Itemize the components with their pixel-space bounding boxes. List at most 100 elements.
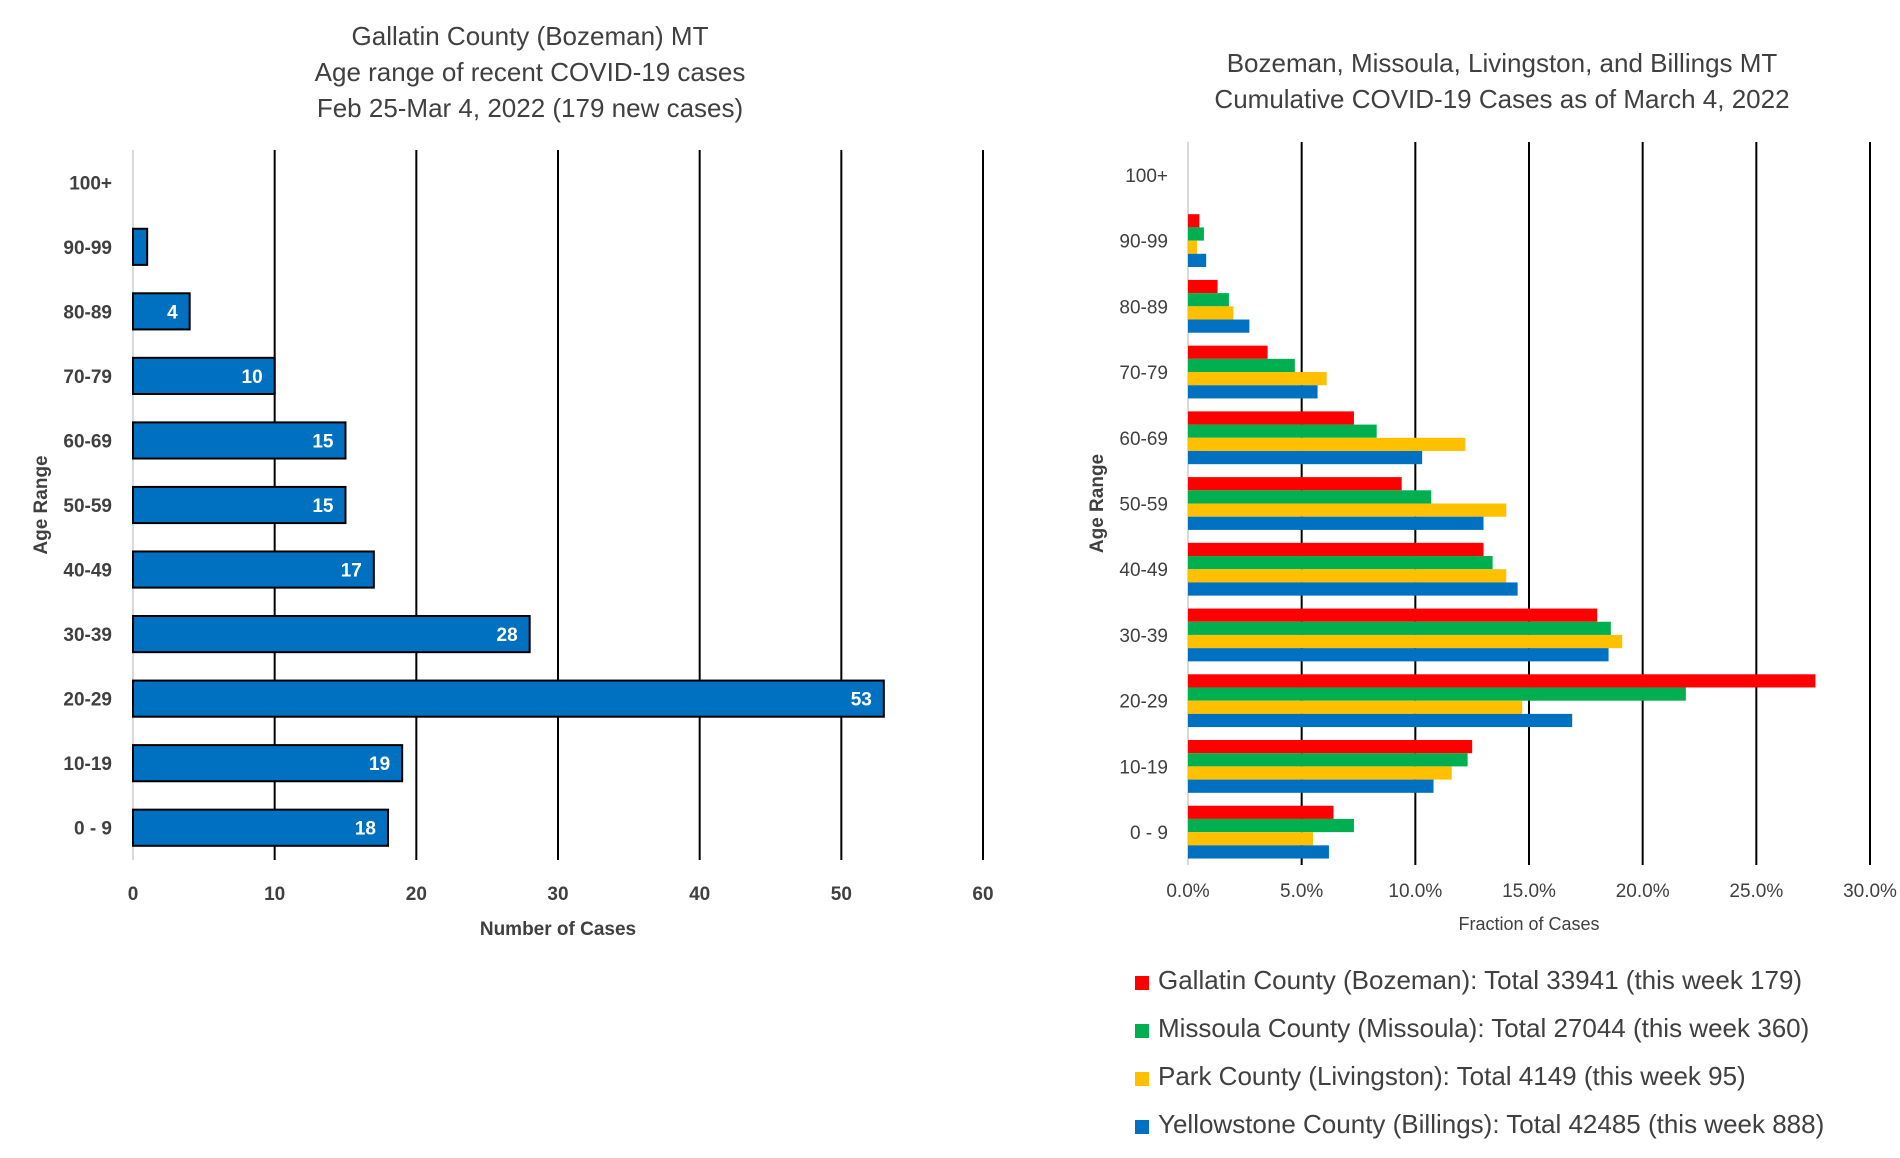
left-y-tick-label: 10-19 [63,754,112,775]
left-chart-title-line: Age range of recent COVID-19 cases [315,57,746,87]
right-y-tick-label: 100+ [1125,166,1168,187]
left-bar-data-label: 10 [242,367,263,388]
right-bar-missoula [1188,687,1686,701]
right-x-tick-label: 20.0% [1616,881,1670,902]
right-bar-park [1188,569,1507,583]
left-x-tick-label: 50 [831,884,852,905]
right-y-tick-label: 0 - 9 [1130,823,1168,844]
right-bar-missoula [1188,753,1468,767]
right-bar-yellowstone [1188,713,1573,728]
right-bar-gallatin [1188,674,1816,688]
right-bar-gallatin [1188,279,1218,294]
right-bar-gallatin [1188,608,1598,622]
left-y-tick-label: 0 - 9 [74,819,112,840]
left-x-tick-label: 30 [547,884,568,905]
right-bar-missoula [1188,424,1377,438]
legend-entry-label: Missoula County (Missoula): Total 27044 … [1158,1013,1809,1043]
right-bar-park [1188,634,1623,649]
left-bar [132,615,531,654]
legend-swatch [1135,1120,1149,1134]
left-bar [132,227,149,266]
legend-swatch [1135,1024,1149,1038]
left-y-tick-label: 50-59 [63,496,112,517]
right-y-tick-label: 10-19 [1119,757,1168,778]
right-bar-gallatin [1188,214,1200,228]
left-bar-data-label: 17 [341,561,362,582]
left-bar-data-label: 53 [851,690,872,711]
left-y-tick-label: 30-39 [63,625,112,646]
right-chart-legend: Gallatin County (Bozeman): Total 33941 (… [1135,965,1824,1139]
right-chart-title-line: Bozeman, Missoula, Livingston, and Billi… [1227,48,1778,78]
left-y-tick-label: 20-29 [63,690,112,711]
left-chart-title-line: Feb 25-Mar 4, 2022 (179 new cases) [317,93,743,123]
left-chart: Gallatin County (Bozeman) MT Age range of… [31,21,994,940]
legend-entry-label: Yellowstone County (Billings): Total 424… [1158,1109,1824,1139]
right-bar-yellowstone [1188,516,1484,530]
left-bar [132,744,404,783]
right-chart-title-line: Cumulative COVID-19 Cases as of March 4,… [1214,84,1789,114]
right-bar-missoula [1188,293,1229,307]
right-bar-yellowstone [1188,779,1434,793]
right-x-tick-label: 5.0% [1280,881,1323,902]
right-x-tick-label: 30.0% [1843,881,1897,902]
right-bar-gallatin [1188,477,1402,491]
right-bar-park [1188,240,1198,254]
right-bar-gallatin [1188,542,1484,557]
left-bar-data-label: 18 [355,819,376,840]
right-bar-park [1188,700,1523,714]
left-bar [132,421,347,460]
right-bar-park [1188,503,1507,517]
right-x-axis-title: Fraction of Cases [1458,914,1599,934]
left-x-axis-title: Number of Cases [480,919,636,940]
right-bar-park [1188,306,1234,320]
left-bar [132,356,276,395]
right-bar-missoula [1188,818,1354,833]
left-bar [132,485,347,525]
left-chart-title-line: Gallatin County (Bozeman) MT [352,21,709,51]
left-y-tick-label: 80-89 [63,302,112,323]
right-bar-missoula [1188,358,1295,373]
left-bar-data-label: 15 [312,496,334,517]
left-bar-data-label: 19 [369,754,390,775]
right-y-tick-label: 20-29 [1119,692,1168,713]
left-x-tick-label: 0 [128,884,139,905]
right-y-tick-label: 30-39 [1119,626,1168,647]
left-bar [132,808,389,847]
right-bar-missoula [1188,490,1432,504]
right-bar-park [1188,372,1327,386]
right-bar-yellowstone [1188,450,1423,465]
left-x-tick-label: 20 [406,884,427,905]
right-bar-yellowstone [1188,319,1250,333]
right-bar-park [1188,766,1452,780]
left-bar [132,292,191,331]
right-y-tick-label: 90-99 [1119,232,1168,253]
left-bar-data-label: 4 [167,302,178,323]
right-bar-yellowstone [1188,845,1329,859]
left-y-tick-label: 60-69 [63,431,112,452]
right-bar-yellowstone [1188,253,1207,267]
left-bar-data-label: 28 [497,625,518,646]
legend-swatch [1135,976,1149,990]
legend-entry-label: Park County (Livingston): Total 4149 (th… [1158,1061,1746,1091]
right-y-tick-label: 40-49 [1119,560,1168,581]
left-y-tick-label: 40-49 [63,561,112,582]
right-x-tick-label: 0.0% [1166,881,1209,902]
left-y-axis-title: Age Range [31,455,52,554]
left-bar-data-label: 15 [312,431,334,452]
right-y-axis-title: Age Range [1087,454,1108,553]
right-y-tick-label: 70-79 [1119,363,1168,384]
right-bar-gallatin [1188,345,1268,359]
left-bar [132,679,885,718]
right-bar-yellowstone [1188,648,1609,662]
left-bar [132,550,375,589]
left-x-tick-label: 60 [972,884,993,905]
right-bar-park [1188,832,1314,846]
left-y-tick-label: 90-99 [63,238,112,259]
right-bar-missoula [1188,621,1611,635]
right-bar-yellowstone [1188,582,1518,596]
left-x-tick-label: 40 [689,884,710,905]
legend-swatch [1135,1072,1149,1086]
left-x-tick-label: 10 [264,884,285,905]
